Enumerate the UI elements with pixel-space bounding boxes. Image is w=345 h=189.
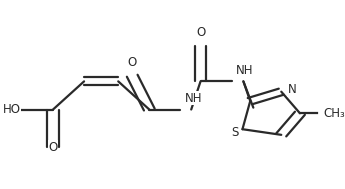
Text: O: O [48, 141, 58, 153]
Text: S: S [231, 126, 238, 139]
Text: O: O [128, 56, 137, 69]
Text: N: N [287, 83, 296, 96]
Text: HO: HO [2, 103, 20, 116]
Text: CH₃: CH₃ [323, 107, 345, 120]
Text: NH: NH [236, 64, 254, 77]
Text: NH: NH [185, 92, 203, 105]
Text: O: O [196, 26, 205, 39]
